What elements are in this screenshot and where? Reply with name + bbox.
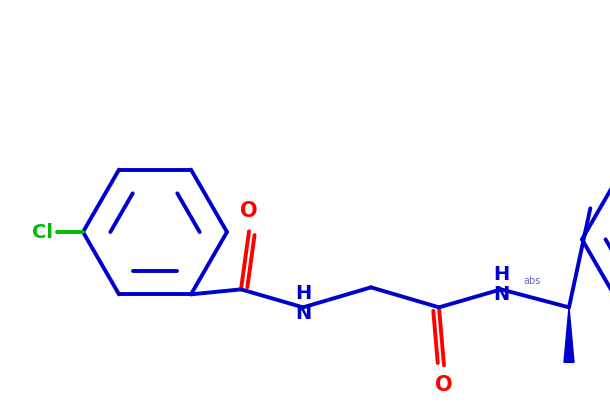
Text: Cl: Cl [32, 223, 53, 242]
Text: O: O [240, 201, 258, 221]
Text: abs: abs [523, 276, 540, 286]
Polygon shape [564, 307, 574, 362]
Text: H: H [493, 265, 509, 284]
Text: N: N [295, 304, 311, 323]
Text: N: N [493, 285, 509, 304]
Text: O: O [435, 375, 453, 395]
Text: H: H [295, 284, 311, 303]
